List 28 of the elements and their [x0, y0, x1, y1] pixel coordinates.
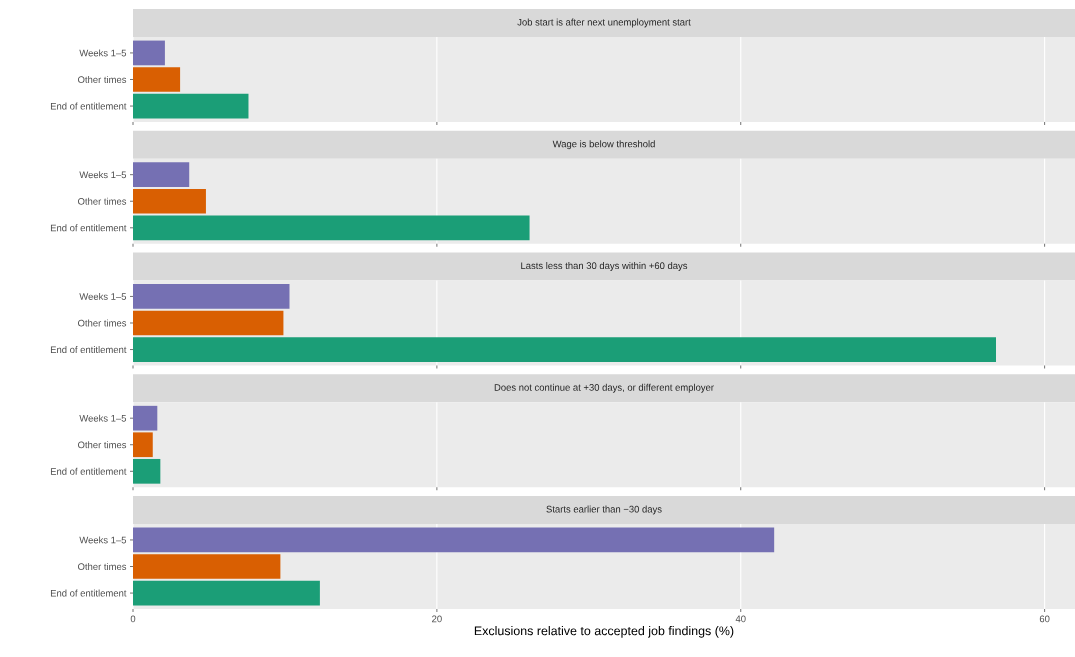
chart-title: Job start is after next unemployment start: [517, 18, 691, 28]
y-tick-label: End of entitlement: [50, 589, 127, 597]
x-tick-label: 40: [735, 615, 746, 623]
bar: [133, 527, 775, 553]
y-tick-label: Other times: [78, 319, 127, 327]
bar: [133, 580, 320, 606]
chart-title: Starts earlier than −30 days: [546, 505, 662, 515]
y-tick-label: Weeks 1–5: [79, 49, 127, 57]
y-tick-label: Other times: [78, 76, 127, 83]
x-axis-title: Exclusions relative to accepted job findings (%): [474, 626, 734, 638]
y-tick-label: Other times: [78, 563, 127, 570]
y-tick-label: Other times: [78, 441, 127, 449]
y-tick-label: Weeks 1–5: [79, 414, 127, 422]
chart-title: Lasts less than 30 days within +60 days: [521, 262, 688, 271]
x-tick-label: 20: [432, 615, 442, 623]
chart-title: Does not continue at +30 days, or different employer: [494, 383, 714, 393]
chart-title: Wage is below threshold: [552, 140, 655, 150]
y-tick-label: Weeks 1–5: [79, 536, 127, 544]
x-tick-label: 60: [1039, 615, 1050, 623]
y-tick-label: Weeks 1–5: [79, 171, 127, 179]
y-tick-label: End of entitlement: [50, 467, 127, 475]
x-tick-label: 0: [130, 615, 136, 623]
y-tick-label: Other times: [78, 197, 127, 205]
y-tick-label: End of entitlement: [50, 346, 127, 354]
y-tick-label: Weeks 1–5: [79, 292, 127, 300]
y-tick-label: End of entitlement: [50, 102, 127, 110]
y-tick-label: End of entitlement: [50, 224, 127, 232]
bar: [133, 554, 281, 579]
